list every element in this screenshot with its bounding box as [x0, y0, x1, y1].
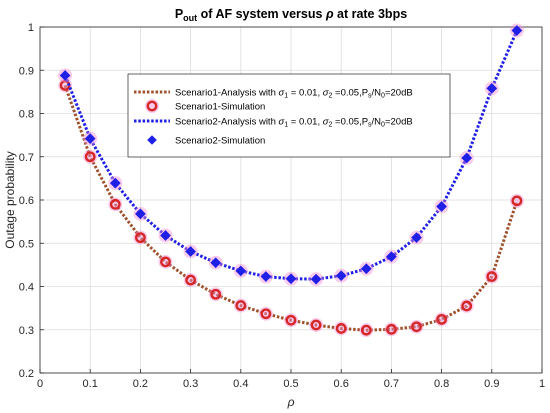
x-axis-ticks: 0 0.1 0.2 0.3 0.4 0.5 0.6 0.7 0.8 0.9 1	[37, 369, 545, 390]
scenario1-simulation-point	[310, 319, 322, 331]
x-tick-label: 0.6	[334, 378, 349, 390]
scenario2-simulation-point	[486, 83, 498, 94]
scenario2-simulation-point	[185, 246, 196, 257]
scenario2-simulation-point	[310, 273, 322, 285]
scenario2-simulation-point	[285, 273, 297, 285]
scenario2-simulation-point	[260, 271, 272, 282]
scenario2-simulation-point	[461, 152, 473, 164]
scenario2-simulation-point	[109, 177, 121, 189]
x-axis-label: ρ	[287, 395, 295, 409]
y-tick-label: 0.4	[19, 282, 34, 294]
x-tick-label: 0	[37, 378, 43, 390]
y-tick-label: 0.3	[19, 325, 34, 337]
scenario1-analysis-line	[63, 84, 519, 332]
legend-label-2: Scenario1-Simulation	[175, 102, 265, 113]
y-axis-label: Outage probability	[3, 151, 17, 248]
series-layer	[58, 23, 524, 338]
scenario1-simulation-point	[335, 323, 347, 334]
scenario2-simulation-point	[160, 230, 171, 241]
legend-label-4: Scenario2-Simulation	[175, 136, 265, 147]
legend-swatch-4	[147, 135, 157, 145]
legend-label-3: Scenario2-Analysis with σ1 = 0.01, σ2 =0…	[175, 117, 413, 129]
scenario2-simulation-point	[210, 257, 222, 269]
scenario1-simulation-point	[210, 288, 222, 300]
scenario1-simulation-point	[486, 271, 498, 282]
legend-label-1: Scenario1-Analysis with σ1 = 0.01, σ2 =0…	[175, 88, 413, 100]
y-tick-label: 0.8	[19, 109, 34, 121]
x-tick-label: 0.1	[83, 378, 98, 390]
scenario2-simulation-point	[135, 208, 146, 220]
scenario1-simulation-point	[436, 313, 447, 325]
scenario1-simulation-point	[185, 274, 197, 286]
legend-box	[127, 73, 451, 158]
y-tick-label: 0.6	[19, 195, 34, 207]
scenario2-simulation-point	[84, 133, 96, 144]
scenario2-simulation-point	[59, 70, 71, 81]
chart-title: Pout of AF system versus ρ at rate 3bps	[175, 7, 407, 23]
scenario2-simulation-point	[360, 263, 372, 275]
y-tick-label: 1	[28, 22, 34, 34]
scenario2-simulation-point	[411, 232, 422, 243]
y-tick-label: 0.7	[19, 152, 34, 164]
scenario1-simulation-point	[235, 300, 247, 311]
scenario1-simulation-point	[134, 232, 146, 244]
x-tick-label: 0.4	[233, 378, 248, 390]
scenario2-simulation-point	[235, 265, 247, 277]
x-tick-label: 0.5	[283, 378, 298, 390]
y-tick-label: 0.2	[19, 368, 34, 380]
scenario1-simulation-point	[411, 321, 422, 333]
scenario1-simulation-point	[385, 323, 397, 335]
scenario1-simulation-point	[109, 198, 121, 210]
scenario1-simulation-point	[260, 308, 272, 320]
x-tick-label: 0.9	[484, 378, 499, 390]
scenario1-simulation-point	[285, 314, 297, 326]
scenario2-simulation-point	[386, 251, 397, 263]
x-tick-label: 0.8	[434, 378, 449, 390]
legend: Scenario1-Analysis with σ1 = 0.01, σ2 =0…	[127, 73, 451, 158]
x-tick-label: 0.2	[133, 378, 148, 390]
y-tick-label: 0.9	[19, 65, 34, 77]
scenario1-simulation-point	[461, 300, 473, 312]
scenario1-simulation-point	[511, 195, 523, 207]
x-tick-label: 1	[539, 378, 545, 390]
scenario1-simulation-point	[160, 256, 171, 268]
scenario2-simulation-point	[436, 201, 447, 212]
scenario2-simulation-point	[511, 25, 523, 36]
x-tick-label: 0.3	[183, 378, 198, 390]
y-axis-ticks: 0.2 0.3 0.4 0.5 0.6 0.7 0.8 0.9 1	[19, 22, 44, 380]
y-tick-label: 0.5	[19, 238, 34, 250]
x-tick-label: 0.7	[384, 378, 399, 390]
scenario1-simulation-point	[84, 151, 96, 163]
scenario2-simulation-point	[335, 270, 347, 282]
scenario1-simulation-point	[360, 324, 372, 336]
legend-swatch-2	[146, 100, 158, 112]
